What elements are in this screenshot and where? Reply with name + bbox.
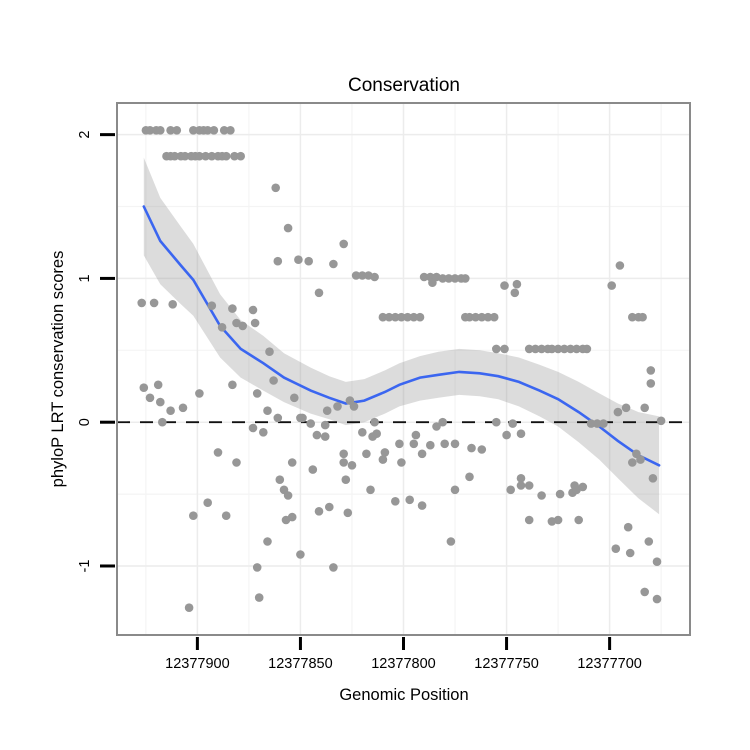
svg-text:12377700: 12377700	[577, 656, 642, 672]
svg-text:12377850: 12377850	[268, 656, 333, 672]
plot-panel: 12377900 12377850 12377800 12377750 12377700…	[77, 102, 691, 672]
confidence-ribbon	[143, 157, 660, 515]
panel-border	[116, 102, 691, 636]
svg-text:12377800: 12377800	[371, 656, 436, 672]
svg-text:2: 2	[77, 131, 93, 139]
y-axis-label: phyloP LRT conservation scores	[49, 251, 67, 488]
scatter-points	[137, 126, 666, 612]
grid-minor	[117, 103, 690, 635]
svg-text:-1: -1	[77, 560, 93, 573]
svg-text:1: 1	[77, 274, 93, 282]
plot-title: Conservation	[348, 75, 460, 96]
svg-text:12377900: 12377900	[165, 656, 230, 672]
y-axis-ticks: -1 0 1 2	[77, 131, 115, 573]
svg-text:12377750: 12377750	[474, 656, 539, 672]
svg-text:0: 0	[77, 418, 93, 426]
x-axis-label: Genomic Position	[339, 686, 468, 704]
smooth-line	[142, 205, 661, 467]
x-axis-ticks: 12377900 12377850 12377800 12377750 12377700	[165, 637, 642, 672]
